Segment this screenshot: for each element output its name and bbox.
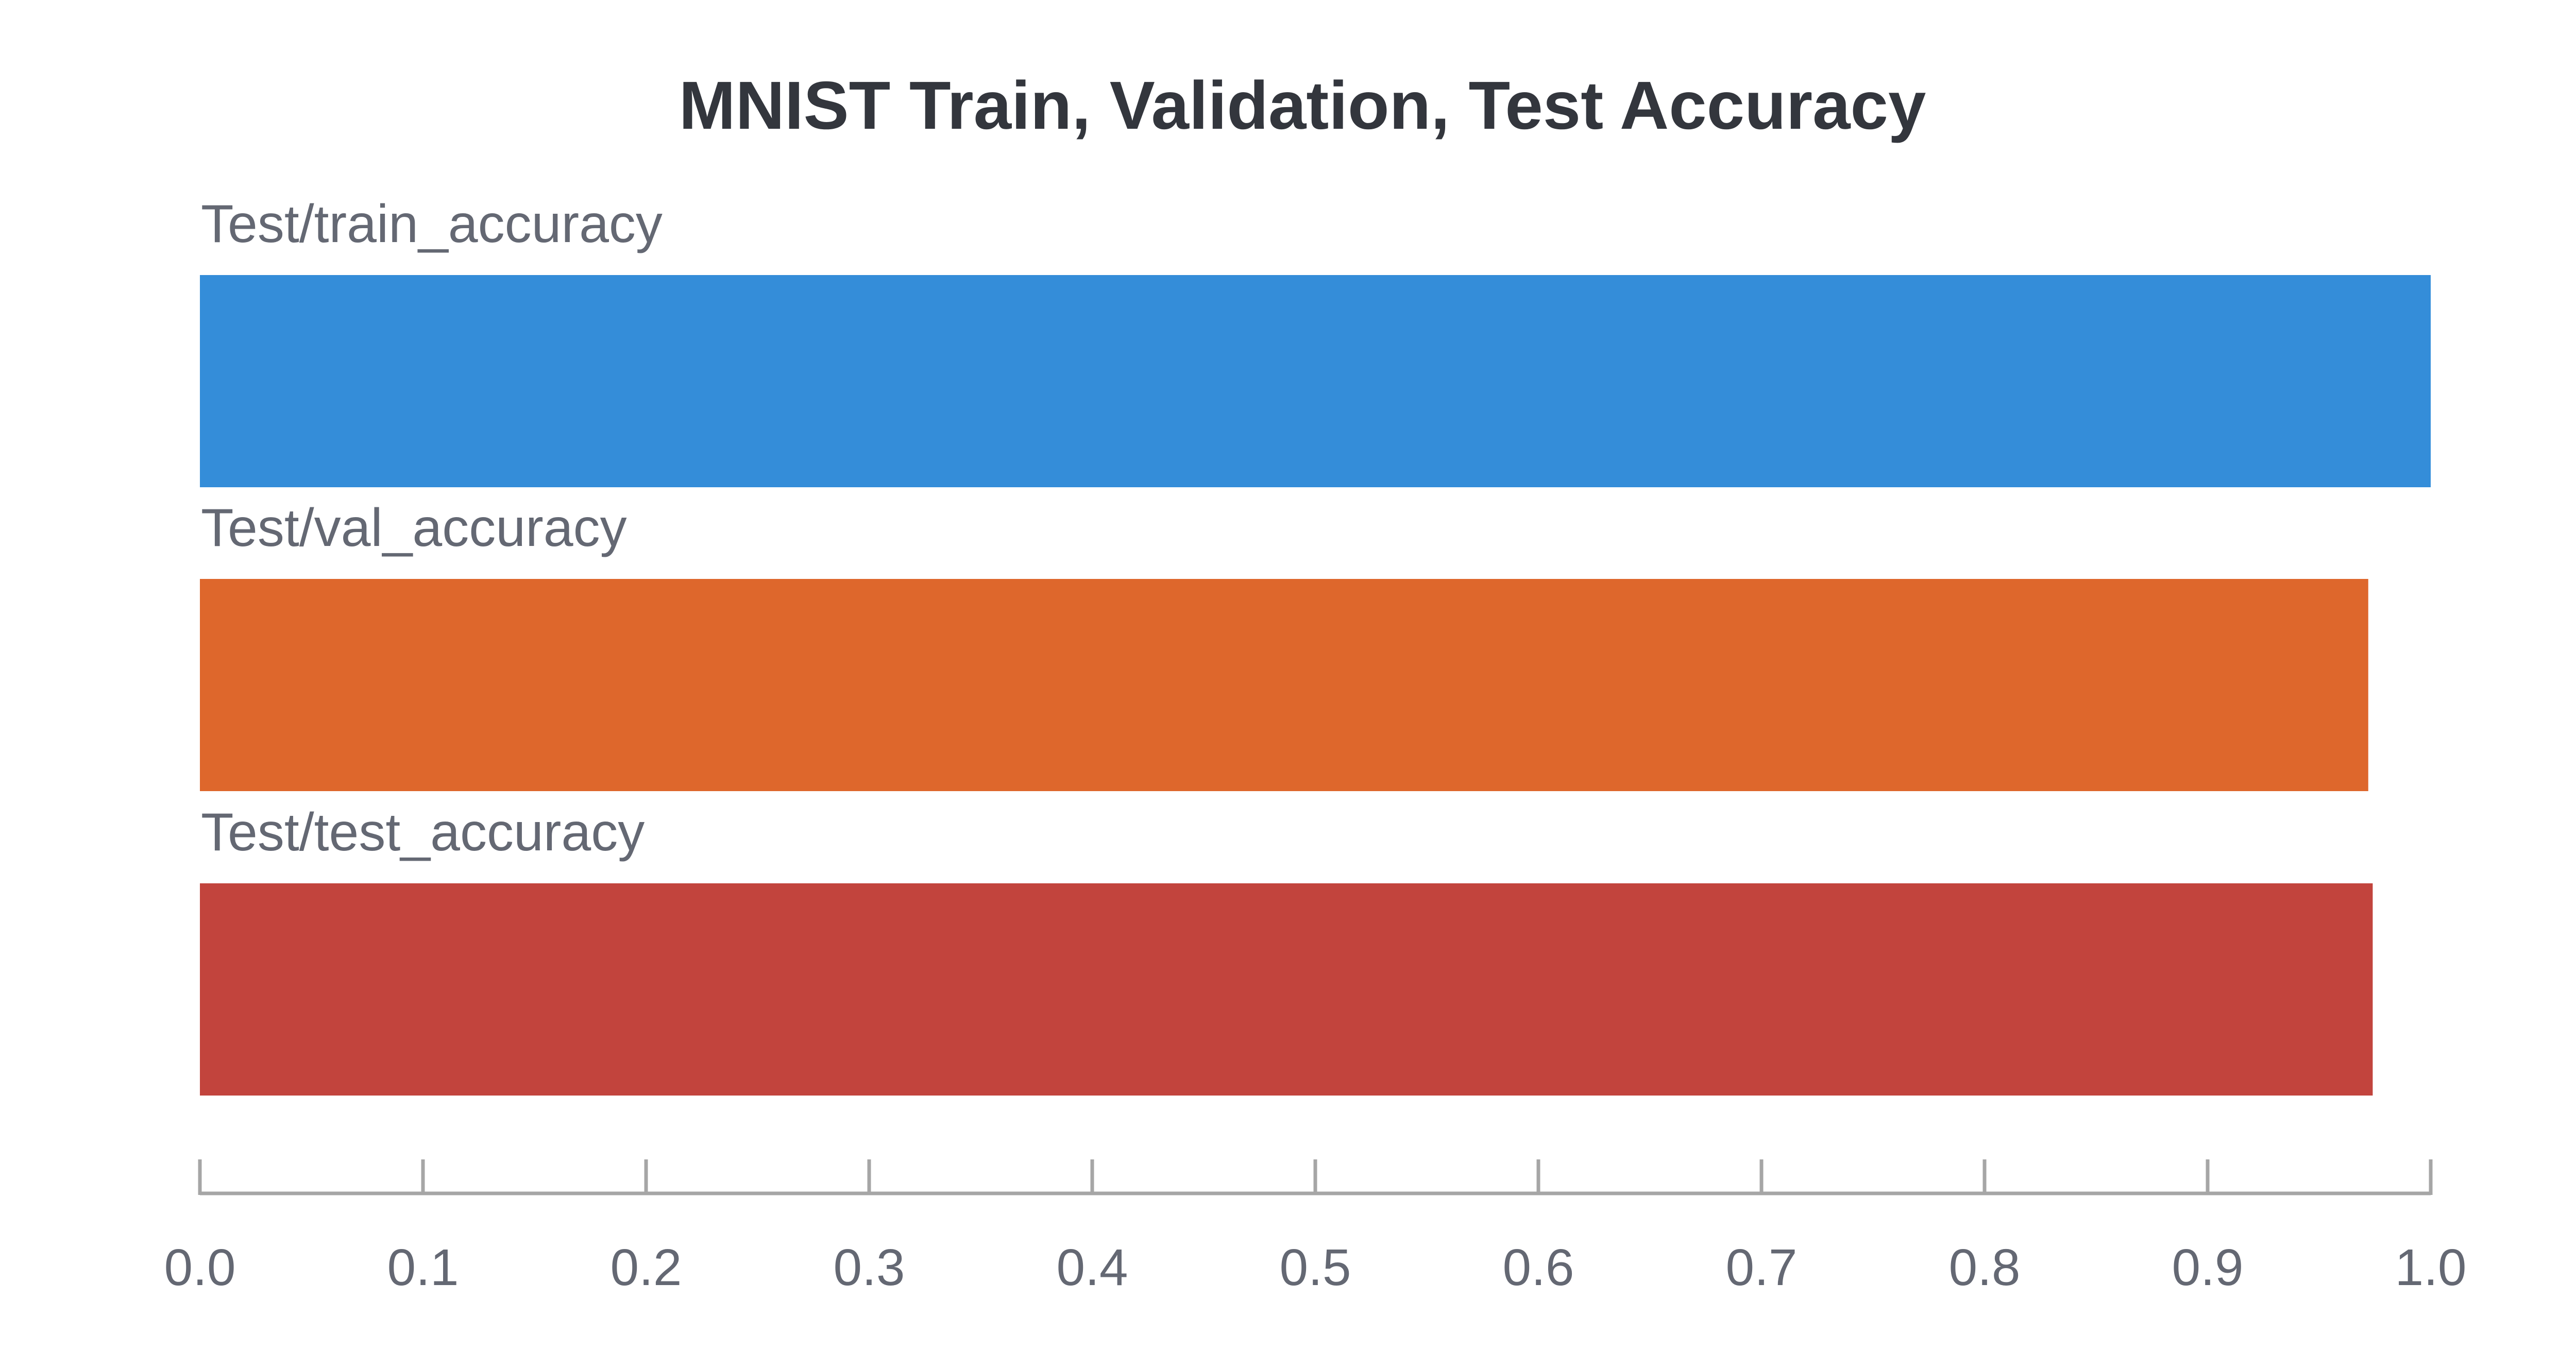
x-tick-label-0: 0.0: [164, 1239, 235, 1296]
x-tick-label-1: 0.1: [387, 1239, 459, 1296]
x-tick-label-10: 1.0: [2395, 1239, 2466, 1296]
chart-title: MNIST Train, Validation, Test Accuracy: [679, 67, 1926, 143]
bar-label-3: Test/test_accuracy: [201, 802, 645, 862]
x-tick-label-3: 0.3: [833, 1239, 905, 1296]
bar-1: [200, 275, 2431, 487]
bar-2: [200, 579, 2368, 791]
x-tick-label-9: 0.9: [2172, 1239, 2243, 1296]
x-tick-label-2: 0.2: [610, 1239, 682, 1296]
x-tick-label-6: 0.6: [1502, 1239, 1574, 1296]
bar-label-1: Test/train_accuracy: [201, 194, 663, 254]
x-tick-label-7: 0.7: [1725, 1239, 1797, 1296]
x-tick-label-4: 0.4: [1056, 1239, 1128, 1296]
bar-label-2: Test/val_accuracy: [201, 498, 627, 558]
x-tick-label-5: 0.5: [1279, 1239, 1351, 1296]
x-tick-label-8: 0.8: [1948, 1239, 2020, 1296]
bar-3: [200, 883, 2373, 1096]
